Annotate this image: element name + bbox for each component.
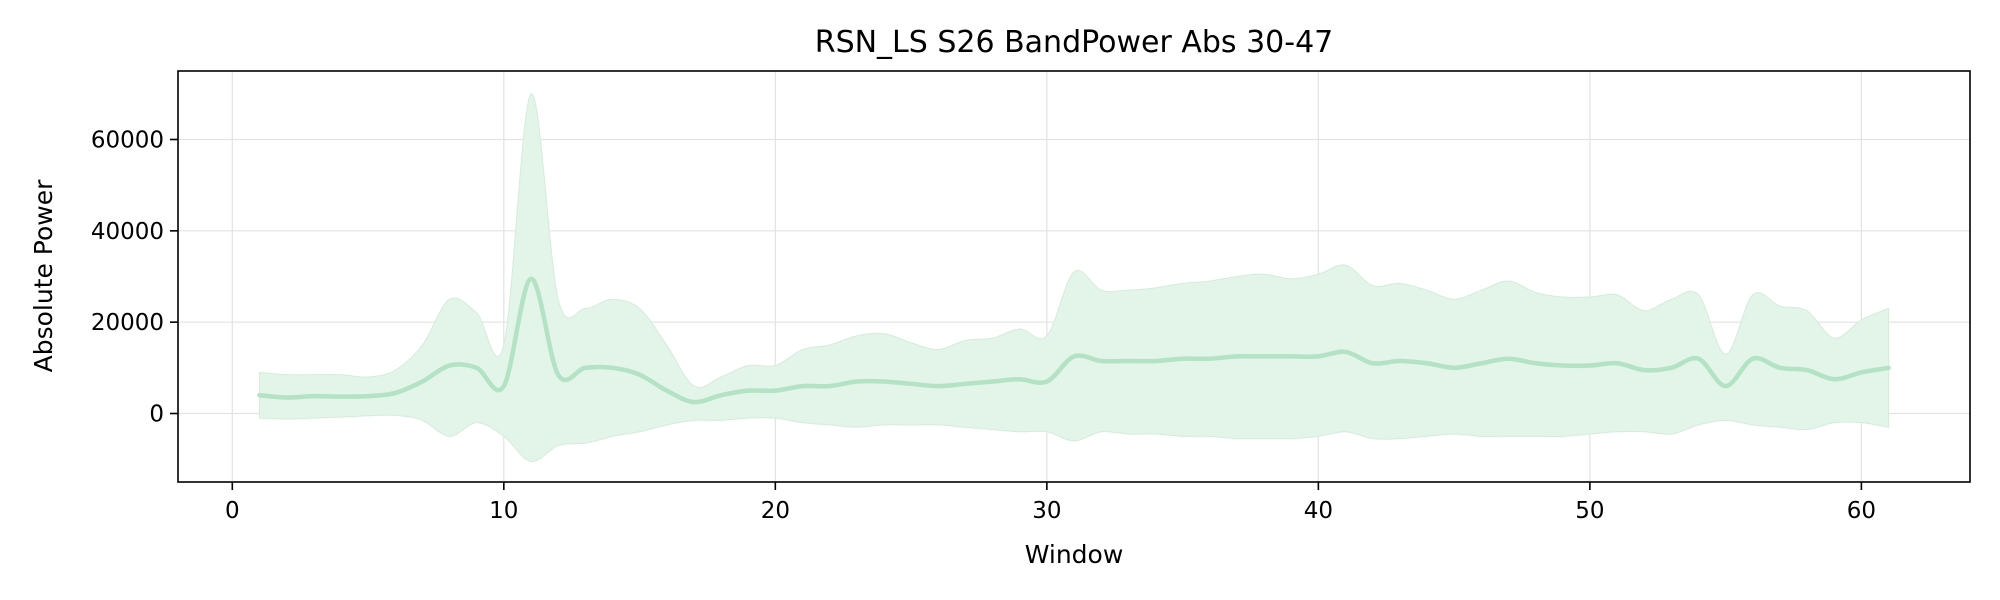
y-tick-label: 60000	[91, 128, 164, 154]
x-tick-label: 20	[761, 498, 790, 524]
y-axis-label: Absolute Power	[29, 179, 58, 373]
x-axis-label: Window	[1025, 540, 1124, 569]
chart-title: RSN_LS S26 BandPower Abs 30-47	[815, 25, 1334, 60]
y-tick-label: 20000	[91, 310, 164, 336]
x-tick-label: 40	[1304, 498, 1333, 524]
y-tick-label: 0	[149, 402, 164, 428]
x-tick-label: 30	[1032, 498, 1061, 524]
x-tick-label: 0	[225, 498, 240, 524]
x-tick-label: 60	[1847, 498, 1876, 524]
axis-ticks: 0 10 20 30 40 50 60 0 20000 40000 60000	[91, 128, 1876, 525]
mean-line	[257, 276, 1891, 405]
plot-frame	[177, 70, 1971, 483]
y-tick-label: 40000	[91, 219, 164, 245]
x-tick-label: 10	[489, 498, 518, 524]
confidence-band	[258, 93, 1890, 462]
x-tick-label: 50	[1575, 498, 1604, 524]
